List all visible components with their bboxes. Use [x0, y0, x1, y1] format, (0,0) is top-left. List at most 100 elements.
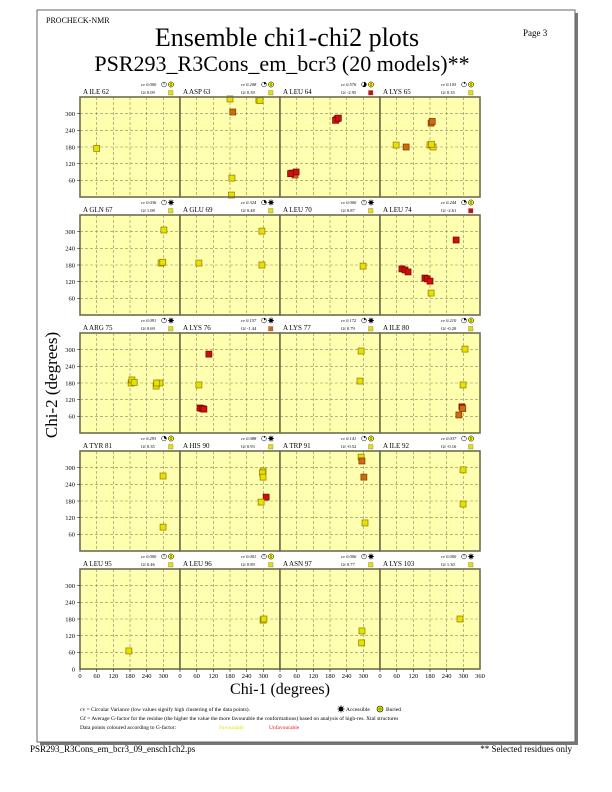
panel-border [379, 96, 481, 198]
data-point [256, 97, 264, 104]
cv-pie-icon [461, 81, 467, 88]
panel-a-lys-77: A LYS 77 cv 0.172 Gf 0.79 [279, 317, 381, 434]
y-tick-label: 240 [65, 246, 75, 253]
residue-label: A GLN 67 [83, 206, 113, 214]
panel-a-leu-74: A LEU 74 cv 0.244 Gf -2.61 [379, 199, 481, 316]
residue-label: A LYS 77 [283, 324, 311, 332]
buried-icon [368, 435, 374, 442]
cv-pie-icon [261, 553, 267, 560]
cv-pie-icon [361, 317, 367, 324]
cv-value: cv 0.000 [441, 554, 457, 559]
cv-pie-icon [261, 435, 267, 442]
panel-a-leu-64: A LEU 64 cv 0.576 Gf -2.95 [279, 81, 381, 198]
residue-label: A ILE 80 [383, 324, 410, 332]
data-point [259, 473, 267, 481]
y-tick-label: 300 [65, 111, 75, 118]
gf-colour-square [168, 562, 174, 568]
gf-colour-square [268, 326, 274, 332]
panel-a-lys-65: A LYS 65 cv 0.103 Gf 0.35 [379, 81, 481, 198]
accessible-icon [368, 553, 374, 560]
y-tick-label: 120 [65, 279, 75, 286]
gf-colour-square [368, 208, 374, 214]
data-point [258, 261, 266, 269]
panel-border [379, 332, 481, 434]
cv-pie-icon [461, 553, 467, 560]
data-point [205, 350, 213, 358]
panel-a-ile-92: A ILE 92 cv 0.037 Gf -0.16 [379, 435, 481, 552]
data-point [358, 627, 366, 635]
gf-value: Gf 0.39 [241, 90, 255, 95]
panel-a-arg-75: A ARG 75 cv 0.091 Gf 0.69 60 120 180 240 300 [65, 317, 181, 434]
buried-icon [468, 199, 474, 206]
x-tick-label: 120 [208, 673, 218, 680]
cv-pie-icon [261, 81, 267, 88]
cv-value: cv 0.324 [241, 200, 257, 205]
gf-colour-square [368, 90, 374, 96]
y-tick-label: 60 [69, 532, 76, 539]
data-point [130, 379, 138, 386]
legend-colour: Data points coloured according to G-fact… [80, 724, 177, 731]
panel-a-leu-96: A LEU 96 cv 0.001 Gf 0.89 0 60 120 180 240 300 [178, 553, 281, 680]
gf-value: Gf 0.48 [241, 208, 255, 213]
cv-pie-icon [461, 435, 467, 442]
buried-icon [268, 81, 274, 88]
cv-value: cv 0.244 [441, 200, 457, 205]
x-tick-label: 180 [325, 673, 335, 680]
gf-value: Gf -0.16 [441, 444, 457, 449]
x-tick-label: 120 [308, 673, 318, 680]
gf-colour-square [368, 562, 374, 568]
data-point [257, 498, 265, 506]
gf-value: Gf 0.46 [141, 562, 155, 567]
y-tick-label: 60 [69, 178, 76, 185]
cv-value: cv 0.000 [141, 554, 157, 559]
residue-label: A ILE 62 [83, 88, 110, 96]
cv-value: cv 0.001 [241, 554, 256, 559]
x-tick-label: 0 [278, 673, 281, 680]
data-point [226, 95, 234, 103]
data-point [428, 118, 436, 125]
y-tick-label: 120 [65, 633, 75, 640]
gf-value: Gf -1.44 [241, 326, 257, 331]
gf-colour-square [468, 444, 474, 450]
data-point [360, 473, 368, 481]
accessible-icon [268, 199, 274, 206]
accessible-icon [268, 435, 274, 442]
data-point [258, 227, 266, 235]
y-tick-label: 120 [65, 515, 75, 522]
buried-icon [468, 435, 474, 442]
gf-value: Gf -0.52 [341, 444, 356, 449]
gf-value: Gf 0.69 [141, 326, 155, 331]
data-point [262, 493, 270, 501]
footer-note: ** Selected residues only [480, 744, 572, 754]
x-tick-label: 0 [378, 673, 381, 680]
gf-value: Gf -0.20 [441, 326, 457, 331]
residue-label: A ASP 63 [183, 88, 211, 96]
gf-value: Gf -2.95 [341, 90, 357, 95]
cv-value: cv 0.103 [441, 82, 457, 87]
cv-pie-icon [161, 317, 167, 324]
buried-icon [268, 553, 274, 560]
gf-colour-square [268, 444, 274, 450]
accessible-icon [468, 553, 474, 560]
x-tick-label: 180 [125, 673, 135, 680]
accessible-icon [337, 705, 345, 713]
residue-label: A GLU 69 [183, 206, 213, 214]
residue-label: A LYS 76 [183, 324, 211, 332]
accessible-icon [268, 317, 274, 324]
x-tick-label: 60 [93, 673, 100, 680]
residue-label: A LEU 70 [283, 206, 312, 214]
cv-value: cv 0.141 [341, 436, 356, 441]
panel-a-asp-63: A ASP 63 cv 0.208 Gf 0.39 [179, 81, 281, 199]
cv-pie-icon [361, 81, 367, 88]
gf-value: Gf 1.30 [441, 562, 455, 567]
x-tick-label: 60 [293, 673, 300, 680]
cv-pie-icon [461, 317, 467, 324]
residue-label: A LEU 95 [83, 560, 112, 568]
data-point [358, 457, 366, 465]
gf-value: Gf 0.79 [341, 326, 355, 331]
gf-colour-square [368, 326, 374, 332]
y-tick-label: 180 [65, 498, 75, 505]
legend-buried: Buried [386, 707, 401, 713]
data-point [361, 519, 369, 527]
cv-value: cv 0.000 [341, 200, 357, 205]
